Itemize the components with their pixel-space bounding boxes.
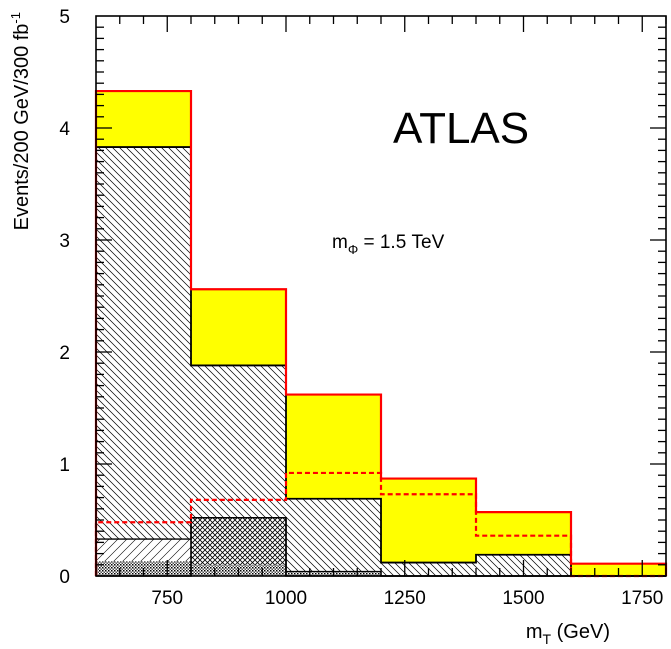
bar-hatched-bg: [286, 498, 381, 576]
y-axis-label: Events/200 GeV/300 fb-1: [8, 12, 33, 230]
mass-annotation-value: = 1.5 TeV: [358, 232, 444, 253]
mass-annotation-symbol: m: [332, 232, 348, 253]
x-tick-label: 1250: [384, 588, 426, 609]
axis-ticks: [96, 16, 667, 576]
x-axis-label-sub: T: [543, 631, 552, 647]
bar-hatched-bg: [96, 147, 191, 577]
mass-annotation: mΦ = 1.5 TeV: [332, 232, 445, 257]
y-tick-label: 0: [59, 567, 70, 588]
x-axis-label-unit: (GeV): [551, 621, 610, 643]
x-tick-label: 1750: [621, 588, 663, 609]
y-tick-label: 1: [59, 455, 70, 476]
y-tick-label: 5: [59, 7, 70, 28]
x-axis-label-main: m: [526, 621, 543, 643]
y-tick-label: 3: [59, 231, 70, 252]
x-tick-label: 1000: [265, 588, 307, 609]
y-tick-label: 2: [59, 343, 70, 364]
y-axis-label-main: Events/200 GeV/300 fb: [11, 24, 33, 231]
experiment-label: ATLAS: [393, 104, 529, 153]
x-tick-label: 1500: [502, 588, 544, 609]
series-line-total: [94, 89, 668, 576]
mass-annotation-sub: Φ: [348, 242, 358, 257]
x-axis-label: mT (GeV): [526, 621, 610, 647]
x-tick-label: 750: [151, 588, 183, 609]
tick-labels: 750 1000 1250 1500 1750 0 1 2 3 4 5: [59, 7, 663, 609]
y-tick-label: 4: [59, 119, 70, 140]
y-axis-label-sup: -1: [8, 12, 23, 24]
